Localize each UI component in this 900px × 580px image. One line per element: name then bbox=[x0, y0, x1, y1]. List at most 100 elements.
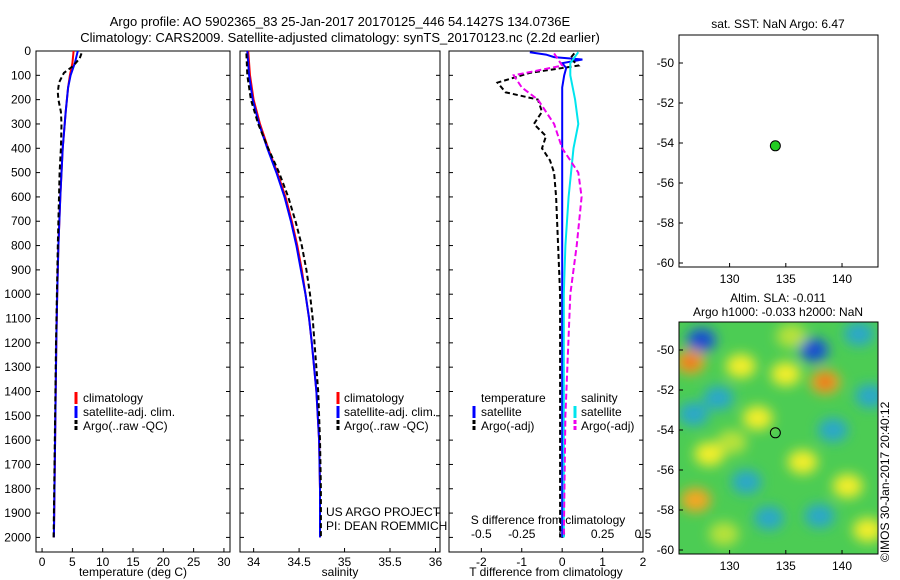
depth-tick-label: 300 bbox=[11, 117, 31, 131]
map-y-tick-label: -58 bbox=[657, 503, 675, 517]
s-tick-label: 0.25 bbox=[591, 527, 615, 541]
x-tick-label: 1 bbox=[599, 555, 606, 569]
x-tick-label: 36 bbox=[429, 555, 443, 569]
sla-anomaly-cell bbox=[703, 386, 734, 410]
map-y-tick-label: -50 bbox=[657, 56, 675, 70]
s-tick-label: 0.5 bbox=[635, 527, 652, 541]
series-line-t-argo-adj- bbox=[495, 52, 581, 538]
depth-tick-label: 0 bbox=[24, 44, 31, 58]
credit-pi: PI: DEAN ROEMMICH bbox=[326, 519, 447, 533]
x-tick-label: 15 bbox=[126, 555, 140, 569]
sst-map-ticks: 130 135 140 -50 -52 -54 -56 -58 -60 bbox=[657, 56, 853, 286]
legend-heading-temperature: temperature bbox=[481, 391, 546, 405]
difference-series bbox=[495, 51, 583, 538]
sla-anomaly-cell bbox=[818, 418, 849, 442]
figure-title-line2: Climatology: CARS2009. Satellite-adjuste… bbox=[80, 30, 600, 45]
map-y-tick-label: -50 bbox=[657, 343, 675, 357]
sla-map-ticks: 130 135 140 -50 -52 -54 -56 -58 -60 bbox=[657, 343, 853, 573]
difference-panel: T difference from climatology S differen… bbox=[448, 50, 652, 579]
sla-anomaly-cell bbox=[716, 430, 747, 454]
legend-label-t-argo: Argo(-adj) bbox=[481, 419, 534, 433]
x-tick-label: 35.5 bbox=[378, 555, 402, 569]
legend-label-climatology: climatology bbox=[344, 391, 404, 405]
x-tick-label: 34.5 bbox=[287, 555, 311, 569]
sst-map-title: sat. SST: NaN Argo: 6.47 bbox=[711, 17, 845, 31]
sla-anomaly-cell bbox=[731, 470, 762, 494]
salinity-ticks: 34 34.5 35 35.5 36 bbox=[240, 50, 443, 569]
s-difference-xlabel: S difference from climatology bbox=[471, 513, 626, 527]
x-tick-label: -2 bbox=[476, 555, 487, 569]
map-y-tick-label: -58 bbox=[657, 216, 675, 230]
sla-map-frame bbox=[678, 321, 879, 555]
depth-tick-label: 900 bbox=[11, 263, 31, 277]
x-tick-label: 35 bbox=[338, 555, 352, 569]
x-tick-label: 20 bbox=[157, 555, 171, 569]
figure-title-line1: Argo profile: AO 5902365_83 25-Jan-2017 … bbox=[110, 14, 571, 29]
depth-tick-label: 800 bbox=[11, 239, 31, 253]
map-x-tick-label: 130 bbox=[720, 559, 740, 573]
sst-map-panel: sat. SST: NaN Argo: 6.47 130 135 140 -50 -52… bbox=[657, 17, 879, 286]
depth-tick-label: 1000 bbox=[4, 287, 31, 301]
sla-map-title: Altim. SLA: -0.011 bbox=[730, 291, 826, 305]
depth-tick-label: 1700 bbox=[4, 457, 31, 471]
map-x-tick-label: 140 bbox=[832, 272, 852, 286]
depth-tick-label: 1500 bbox=[4, 409, 31, 423]
sla-anomaly-cell bbox=[843, 322, 874, 346]
map-x-tick-label: 135 bbox=[776, 272, 796, 286]
depth-tick-label: 1200 bbox=[4, 336, 31, 350]
difference-axes-frame bbox=[448, 50, 644, 553]
x-tick-label: 25 bbox=[187, 555, 201, 569]
salinity-series bbox=[245, 50, 322, 538]
depth-tick-label: 400 bbox=[11, 141, 31, 155]
depth-tick-label: 700 bbox=[11, 214, 31, 228]
depth-tick-label: 1300 bbox=[4, 360, 31, 374]
map-y-tick-label: -56 bbox=[657, 463, 675, 477]
sla-anomaly-cell bbox=[742, 406, 773, 430]
depth-tick-label: 100 bbox=[11, 68, 31, 82]
sla-anomaly-cell bbox=[804, 504, 835, 528]
legend-label-climatology: climatology bbox=[83, 391, 143, 405]
salinity-xlabel: salinity bbox=[322, 565, 359, 579]
sst-map-points bbox=[769, 140, 781, 152]
legend-label-argo: Argo(..raw -QC) bbox=[344, 419, 429, 433]
sla-anomaly-cell bbox=[855, 384, 878, 408]
difference-legend: temperature satellite Argo(-adj) salinit… bbox=[472, 391, 634, 433]
depth-tick-label: 600 bbox=[11, 190, 31, 204]
map-y-tick-label: -52 bbox=[657, 383, 675, 397]
map-x-tick-label: 135 bbox=[776, 559, 796, 573]
t-difference-xlabel: T difference from climatology bbox=[469, 565, 623, 579]
map-y-tick-label: -54 bbox=[657, 136, 675, 150]
sla-anomaly-cell bbox=[680, 488, 711, 512]
temperature-legend: climatology satellite-adj. clim. Argo(..… bbox=[74, 391, 175, 433]
sla-anomaly-cell bbox=[725, 354, 756, 378]
salinity-legend: climatology satellite-adj. clim. Argo(..… bbox=[336, 391, 436, 433]
sla-anomaly-cell bbox=[787, 450, 818, 474]
temperature-xlabel: temperature (deg C) bbox=[79, 565, 187, 579]
sla-anomaly-cell bbox=[832, 474, 863, 498]
x-tick-label: 2 bbox=[640, 555, 647, 569]
x-tick-label: 0 bbox=[39, 555, 46, 569]
sla-anomaly-cell bbox=[770, 362, 801, 386]
legend-label-s-satellite: satellite bbox=[581, 405, 622, 419]
legend-label-s-argo: Argo(-adj) bbox=[581, 419, 634, 433]
difference-ticks: -2 -1 0 1 2-0.5 -0.25 0 0.25 0.5 bbox=[449, 50, 652, 569]
map-x-tick-label: 130 bbox=[720, 272, 740, 286]
series-line-satellite-adj-clim- bbox=[246, 50, 321, 538]
legend-label-satellite: satellite-adj. clim. bbox=[344, 405, 436, 419]
sla-anomaly-core bbox=[818, 376, 833, 388]
depth-tick-label: 2000 bbox=[4, 530, 31, 544]
argo-location-marker bbox=[769, 427, 781, 439]
x-tick-label: 30 bbox=[217, 555, 231, 569]
temperature-panel: temperature (deg C) 0 5 10 15 20 25 3001002003… bbox=[4, 44, 231, 579]
sla-anomaly-core bbox=[806, 344, 821, 356]
argo-location-marker bbox=[769, 140, 781, 152]
depth-tick-label: 1100 bbox=[5, 312, 31, 326]
series-line-s-satellite bbox=[562, 51, 580, 538]
map-y-tick-label: -52 bbox=[657, 96, 675, 110]
sla-heatmap-cells bbox=[679, 322, 878, 546]
x-tick-label: 10 bbox=[96, 555, 110, 569]
sla-anomaly-cell bbox=[852, 518, 878, 542]
x-tick-label: 0 bbox=[559, 555, 566, 569]
sla-map-panel: Altim. SLA: -0.011 Argo h1000: -0.033 h2… bbox=[657, 291, 879, 573]
